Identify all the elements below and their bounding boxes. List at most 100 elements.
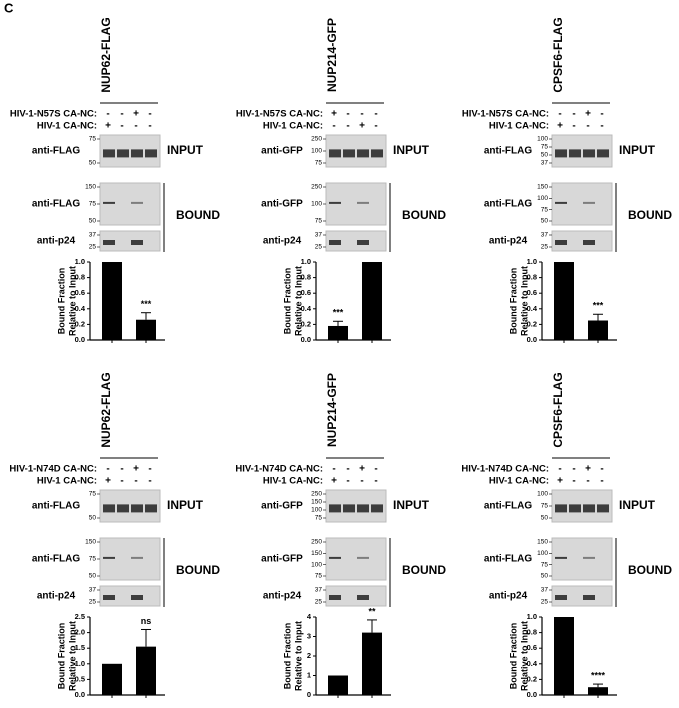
y-axis-label: Relative to Input — [67, 266, 77, 336]
lane-sign: + — [133, 464, 139, 475]
antibody-label: anti-p24 — [263, 591, 302, 602]
blot-band — [357, 504, 369, 513]
mw-marker: 50 — [89, 218, 97, 225]
lane-sign: - — [346, 464, 349, 475]
lane-sign: - — [360, 476, 363, 487]
blot-band — [117, 149, 129, 158]
blot-band — [145, 149, 157, 158]
mw-marker: 37 — [541, 587, 549, 594]
lane-sign: + — [133, 109, 139, 120]
blot-band — [131, 504, 143, 513]
blot-image — [325, 585, 387, 607]
y-axis-label: Bound Fraction — [56, 623, 66, 690]
antibody-label: anti-FLAG — [484, 501, 533, 512]
mw-marker: 75 — [89, 556, 97, 563]
mw-marker: 50 — [89, 515, 97, 522]
lane-sign: + — [585, 109, 591, 120]
lane-sign: - — [148, 464, 151, 475]
condition-label: HIV-1-N57S CA-NC: — [10, 109, 97, 120]
y-axis-label: Bound Fraction — [56, 268, 66, 335]
mw-marker: 75 — [315, 515, 323, 522]
significance-label: *** — [141, 299, 152, 309]
antibody-label: anti-FLAG — [32, 199, 81, 210]
antibody-label: anti-FLAG — [484, 554, 533, 565]
significance-label: *** — [333, 308, 344, 318]
blot-image — [551, 230, 613, 252]
blot-image — [551, 585, 613, 607]
mw-marker: 25 — [315, 599, 323, 606]
antibody-label: anti-FLAG — [32, 501, 81, 512]
lane-sign: + — [585, 464, 591, 475]
panel-title: NUP214-GFP — [325, 373, 339, 447]
y-tick-label: 1.0 — [301, 257, 311, 266]
lane-sign: - — [106, 109, 109, 120]
lane-sign: + — [105, 476, 111, 487]
blot-image — [551, 182, 613, 226]
mw-marker: 150 — [311, 499, 322, 506]
lane-sign: - — [558, 464, 561, 475]
lane-sign: + — [105, 121, 111, 132]
mw-marker: 100 — [537, 136, 548, 143]
panel-title: NUP214-GFP — [325, 18, 339, 92]
condition-label: HIV-1-N74D CA-NC: — [9, 464, 97, 475]
y-tick-label: 2 — [307, 651, 311, 660]
panel-title: CPSF6-FLAG — [551, 372, 565, 447]
input-label: INPUT — [619, 498, 656, 512]
lane-sign: - — [600, 476, 603, 487]
mw-marker: 75 — [541, 503, 549, 510]
mw-marker: 25 — [89, 599, 97, 606]
y-axis-label: Relative to Input — [519, 621, 529, 691]
y-tick-label: 1.0 — [527, 612, 537, 621]
lane-sign: - — [374, 464, 377, 475]
y-axis-label: Bound Fraction — [508, 268, 518, 335]
blot-band — [103, 201, 115, 204]
lane-sign: - — [148, 476, 151, 487]
bar — [328, 675, 348, 695]
y-tick-label: 0.5 — [75, 674, 85, 683]
mw-marker: 25 — [315, 244, 323, 251]
mw-marker: 75 — [315, 573, 323, 580]
blot-band — [131, 595, 143, 600]
blot-band — [357, 201, 369, 204]
bar — [102, 262, 122, 340]
mw-marker: 25 — [541, 244, 549, 251]
mw-marker: 100 — [311, 148, 322, 155]
blot-band — [583, 201, 595, 204]
y-tick-label: 0.6 — [527, 288, 537, 297]
blot-band — [131, 149, 143, 158]
antibody-label: anti-GFP — [261, 554, 303, 565]
antibody-label: anti-FLAG — [484, 146, 533, 157]
blot-band — [103, 556, 115, 559]
mw-marker: 100 — [311, 201, 322, 208]
antibody-label: anti-GFP — [261, 199, 303, 210]
blot-band — [583, 595, 595, 600]
lane-sign: - — [120, 109, 123, 120]
y-tick-label: 1.0 — [527, 257, 537, 266]
panel-title: NUP62-FLAG — [99, 17, 113, 92]
blot-image — [325, 537, 387, 581]
y-tick-label: 1.0 — [75, 659, 85, 668]
blot-band — [357, 556, 369, 559]
bar — [362, 262, 382, 340]
y-tick-label: 0.8 — [527, 273, 537, 282]
panel-title: NUP62-FLAG — [99, 372, 113, 447]
condition-label: HIV-1 CA-NC: — [263, 476, 323, 487]
lane-sign: - — [374, 476, 377, 487]
mw-marker: 75 — [89, 201, 97, 208]
mw-marker: 150 — [85, 539, 96, 546]
y-tick-label: 0.8 — [527, 628, 537, 637]
lane-sign: - — [600, 464, 603, 475]
blot-band — [329, 595, 341, 600]
mw-marker: 150 — [537, 539, 548, 546]
condition-label: HIV-1 CA-NC: — [37, 121, 97, 132]
condition-label: HIV-1 CA-NC: — [489, 476, 549, 487]
lane-sign: - — [374, 109, 377, 120]
y-tick-label: 3 — [307, 631, 311, 640]
y-tick-label: 0.6 — [527, 643, 537, 652]
lane-sign: - — [558, 109, 561, 120]
antibody-label: anti-p24 — [489, 591, 528, 602]
y-axis-label: Bound Fraction — [282, 268, 292, 335]
blot-image — [99, 182, 161, 226]
blot-band — [329, 556, 341, 559]
